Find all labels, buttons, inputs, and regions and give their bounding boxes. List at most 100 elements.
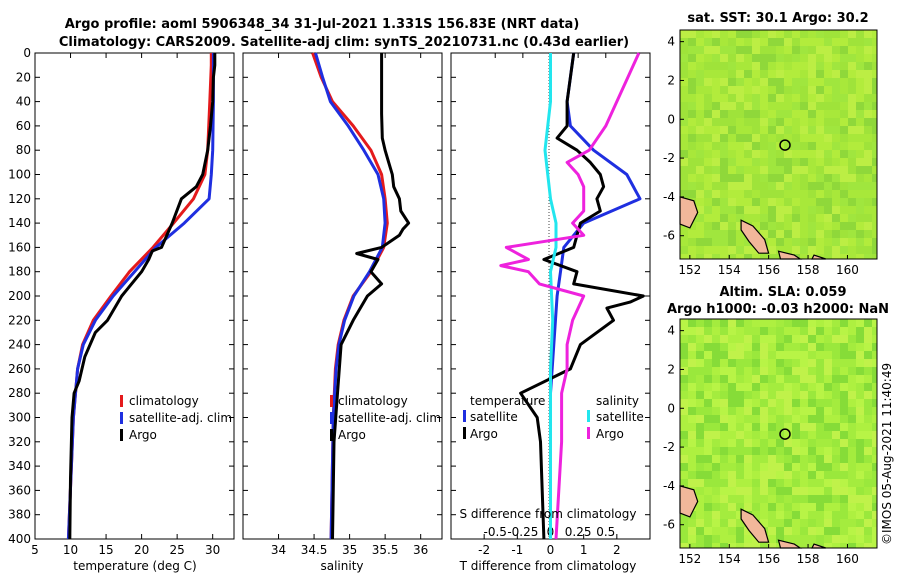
heatmap-cell (752, 134, 760, 142)
heatmap-cell (800, 70, 808, 78)
heatmap-cell (792, 351, 800, 359)
heatmap-cell (696, 198, 704, 206)
heatmap-cell (680, 166, 688, 174)
heatmap-cell (776, 62, 784, 70)
y-tick-label: 80 (16, 143, 31, 157)
heatmap-cell (848, 118, 856, 126)
heatmap-cell (808, 391, 816, 399)
heatmap-cell (816, 190, 824, 198)
figure-title-line2: Climatology: CARS2009. Satellite-adj cli… (59, 35, 629, 50)
heatmap-cell (784, 455, 792, 463)
heatmap-cell (768, 30, 776, 38)
heatmap-cell (776, 118, 784, 126)
heatmap-cell (824, 351, 832, 359)
heatmap-cell (816, 150, 824, 158)
heatmap-cell (696, 399, 704, 407)
heatmap-cell (848, 471, 856, 479)
heatmap-cell (784, 126, 792, 134)
heatmap-cell (704, 246, 712, 254)
heatmap-cell (848, 134, 856, 142)
heatmap-cell (824, 198, 832, 206)
heatmap-cell (864, 407, 872, 415)
heatmap-cell (736, 134, 744, 142)
heatmap-cell (680, 230, 688, 238)
heatmap-cell (832, 447, 840, 455)
heatmap-cell (792, 118, 800, 126)
heatmap-cell (688, 359, 696, 367)
heatmap-cell (784, 30, 792, 38)
heatmap-cell (680, 126, 688, 134)
heatmap-cell (840, 319, 848, 327)
heatmap-cell (720, 182, 728, 190)
heatmap-cell (776, 471, 784, 479)
argo-location-marker (779, 428, 791, 440)
heatmap-cell (832, 511, 840, 519)
heatmap-cell (776, 463, 784, 471)
heatmap-cell (688, 423, 696, 431)
heatmap-cell (816, 238, 824, 246)
heatmap-cell (744, 327, 752, 335)
heatmap-cell (872, 62, 877, 70)
heatmap-cell (712, 214, 720, 222)
heatmap-cell (848, 327, 856, 335)
heatmap-cell (808, 335, 816, 343)
heatmap-cell (752, 463, 760, 471)
heatmap-cell (768, 519, 776, 527)
salinity-panel: 34 34.5 35 35.5 36 salinity climatology sate… (242, 52, 443, 573)
heatmap-cell (680, 94, 688, 102)
heatmap-cell (776, 327, 784, 335)
heatmap-cell (696, 46, 704, 54)
heatmap-cell (824, 367, 832, 375)
heatmap-cell (776, 375, 784, 383)
heatmap-cell (720, 254, 728, 259)
heatmap-cell (776, 359, 784, 367)
heatmap-cell (792, 447, 800, 455)
heatmap-cell (864, 511, 872, 519)
heatmap-cell (760, 399, 768, 407)
heatmap-cell (704, 479, 712, 487)
heatmap-cell (680, 54, 688, 62)
heatmap-cell (688, 335, 696, 343)
heatmap-cell (808, 439, 816, 447)
heatmap-cell (832, 535, 840, 543)
heatmap-cell (736, 142, 744, 150)
heatmap-cell (872, 503, 877, 511)
heatmap-cell (832, 54, 840, 62)
heatmap-cell (728, 391, 736, 399)
heatmap-cell (832, 543, 840, 548)
heatmap-cell (872, 46, 877, 54)
heatmap-cell (840, 359, 848, 367)
heatmap-cell (696, 439, 704, 447)
heatmap-cell (832, 174, 840, 182)
heatmap-cell (760, 62, 768, 70)
heatmap-cell (784, 343, 792, 351)
heatmap-cell (680, 519, 688, 527)
heatmap-cell (824, 150, 832, 158)
heatmap-cell (760, 142, 768, 150)
heatmap-cell (760, 319, 768, 327)
heatmap-cell (784, 375, 792, 383)
heatmap-cell (808, 38, 816, 46)
heatmap-cell (816, 174, 824, 182)
heatmap-cell (728, 230, 736, 238)
heatmap-cell (736, 206, 744, 214)
lat-tick-label: -2 (663, 151, 675, 165)
y-tick-label: 0 (23, 46, 31, 60)
heatmap-cell (744, 198, 752, 206)
heatmap-cell (720, 62, 728, 70)
heatmap-cell (736, 495, 744, 503)
heatmap-cell (752, 86, 760, 94)
heatmap-cell (720, 102, 728, 110)
heatmap-cell (736, 431, 744, 439)
heatmap-cell (864, 158, 872, 166)
heatmap-cell (864, 70, 872, 78)
heatmap-cell (752, 383, 760, 391)
heatmap-cell (728, 70, 736, 78)
heatmap-cell (728, 134, 736, 142)
heatmap-cell (720, 351, 728, 359)
heatmap-cell (752, 118, 760, 126)
heatmap-cell (800, 399, 808, 407)
heatmap-cell (696, 214, 704, 222)
heatmap-cell (696, 367, 704, 375)
heatmap-cell (840, 246, 848, 254)
